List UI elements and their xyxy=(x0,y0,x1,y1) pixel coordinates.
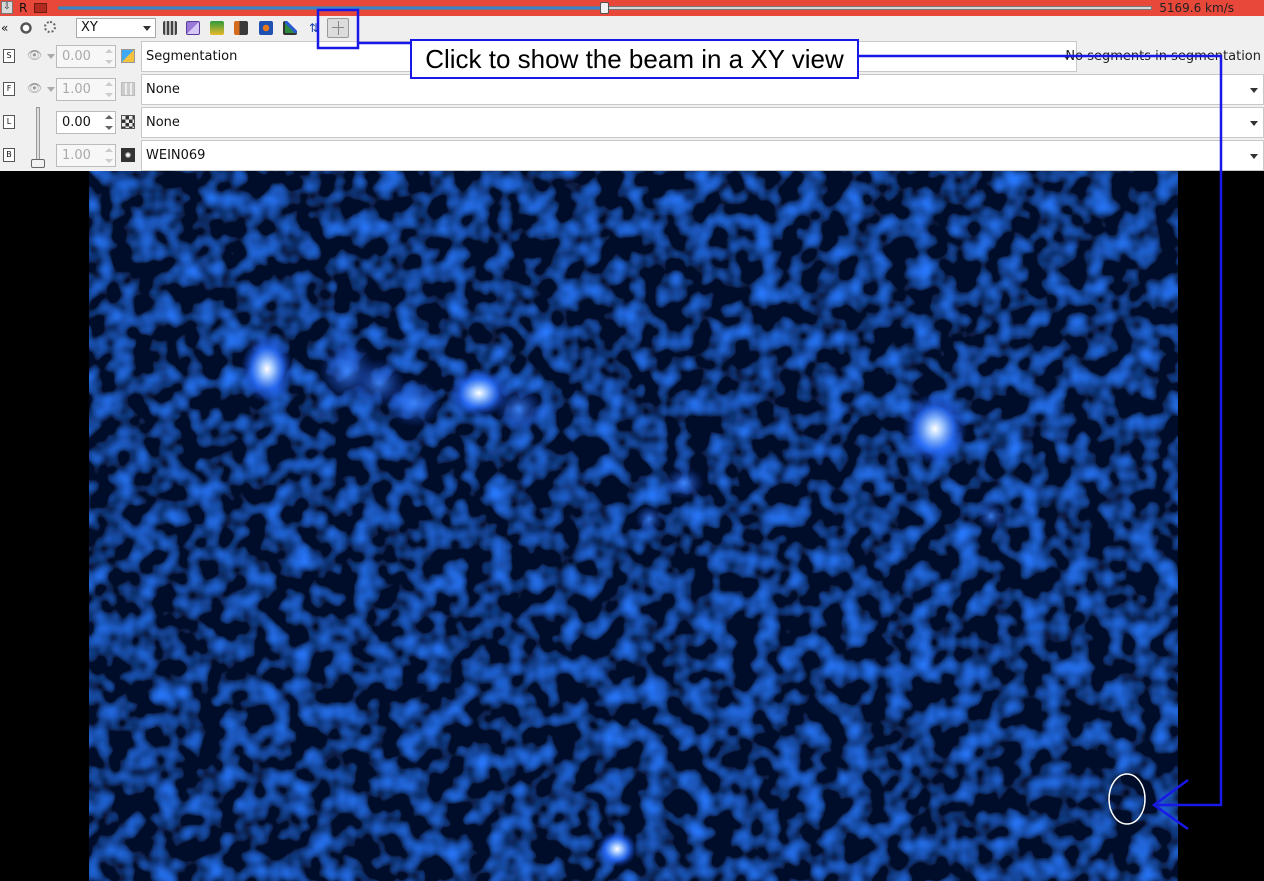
emission-blob xyxy=(386,379,442,427)
beam-toggle-button[interactable] xyxy=(327,18,349,38)
pen-icon[interactable] xyxy=(234,21,248,35)
pin-icon[interactable]: ⇩ xyxy=(1,1,13,14)
emission-blob xyxy=(977,502,1005,530)
image-noise-texture xyxy=(89,171,1178,881)
eye-icon[interactable]: 👁 xyxy=(27,81,43,95)
layer-row-background: B 1.00 WEIN069 xyxy=(0,139,1264,171)
slice-slider-bar[interactable]: ⇩ R 5169.6 km/s xyxy=(0,0,1264,16)
emission-blob xyxy=(241,335,293,403)
foreground-opacity-slider[interactable] xyxy=(36,107,40,167)
emission-blob xyxy=(903,393,967,465)
slice-slider-thumb[interactable] xyxy=(600,2,609,14)
colormap-icon[interactable] xyxy=(121,115,135,129)
eye-icon[interactable]: 👁 xyxy=(27,48,43,62)
foreground-opacity-thumb[interactable] xyxy=(31,159,45,168)
emission-blob xyxy=(635,505,663,533)
view-orientation-select[interactable]: XY xyxy=(76,18,156,38)
sky-image[interactable] xyxy=(89,171,1178,881)
collapse-panel-button[interactable]: « xyxy=(1,21,9,35)
slice-progress-fill xyxy=(59,7,605,9)
grid-icon[interactable] xyxy=(163,21,177,35)
opacity-value: 1.00 xyxy=(62,148,91,163)
opacity-spinbox[interactable]: 0.00 xyxy=(56,111,116,134)
opacity-value: 1.00 xyxy=(62,82,91,97)
layer-select-value: WEIN069 xyxy=(146,148,206,163)
layer-icon[interactable]: F xyxy=(3,82,15,96)
layer-select-value: None xyxy=(146,82,180,97)
sun-icon[interactable] xyxy=(44,21,56,33)
arrows-icon[interactable]: ⇅ xyxy=(308,21,320,35)
emission-blob xyxy=(449,369,509,417)
layer-stack-icon[interactable] xyxy=(210,21,224,35)
slice-view[interactable] xyxy=(0,171,1264,881)
opacity-value: 0.00 xyxy=(62,49,91,64)
opacity-spinbox[interactable]: 1.00 xyxy=(56,78,116,101)
opacity-spinbox[interactable]: 0.00 xyxy=(56,45,116,68)
emission-blob xyxy=(597,831,637,867)
chevron-down-icon xyxy=(1250,154,1258,159)
colormap-icon[interactable] xyxy=(121,49,135,63)
chevron-down-icon[interactable] xyxy=(47,54,55,59)
layer-select[interactable]: None xyxy=(141,107,1264,138)
opacity-spinbox[interactable]: 1.00 xyxy=(56,144,116,167)
chevron-down-icon xyxy=(1250,121,1258,126)
view-toolbar: « XY ⇅ xyxy=(0,16,1264,47)
segmentation-status: No segments in segmentation xyxy=(1065,49,1261,64)
layer-icon[interactable]: L xyxy=(3,115,15,129)
view-orientation-value: XY xyxy=(81,20,98,35)
axis-label: R xyxy=(19,1,28,15)
colormap-icon[interactable] xyxy=(121,82,135,96)
chevron-down-icon xyxy=(143,26,151,31)
chevron-down-icon[interactable] xyxy=(47,87,55,92)
layer-row-label: L 0.00 None xyxy=(0,106,1264,139)
graph-icon[interactable] xyxy=(283,21,297,35)
layer-select-value: Segmentation xyxy=(146,49,238,64)
colormap-icon[interactable] xyxy=(121,148,135,162)
emission-blob xyxy=(664,467,704,499)
layer-select[interactable]: WEIN069 xyxy=(141,140,1264,171)
layer-icon[interactable]: S xyxy=(3,49,15,63)
velocity-readout: 5169.6 km/s xyxy=(1159,1,1234,15)
layer-icon[interactable]: B xyxy=(3,148,15,162)
beam-crosshair-icon xyxy=(338,21,339,35)
contour-icon[interactable] xyxy=(186,21,200,35)
emission-blob xyxy=(495,387,543,431)
visibility-icon[interactable] xyxy=(19,21,33,35)
annotation-callout: Click to show the beam in a XY view xyxy=(410,39,859,79)
opacity-value: 0.00 xyxy=(62,115,91,130)
layer-select-value: None xyxy=(146,115,180,130)
mask-icon[interactable] xyxy=(259,21,273,35)
chevron-down-icon xyxy=(1250,88,1258,93)
record-icon[interactable] xyxy=(34,3,47,13)
